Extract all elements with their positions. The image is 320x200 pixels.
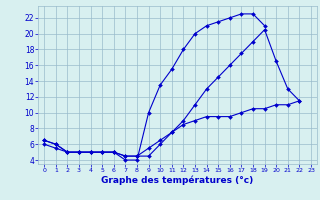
X-axis label: Graphe des températures (°c): Graphe des températures (°c) bbox=[101, 176, 254, 185]
